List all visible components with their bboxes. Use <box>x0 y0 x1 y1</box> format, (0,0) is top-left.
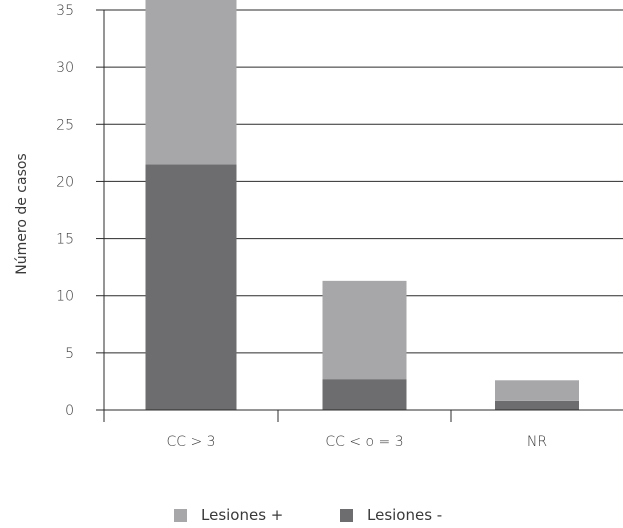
bar-segment-lesiones-positive <box>495 380 579 401</box>
y-tick-label: 15 <box>56 232 74 248</box>
x-tick-label: CC < o = 3 <box>325 434 403 450</box>
legend-swatch-lesiones-negative <box>340 508 353 522</box>
y-tick-label: 0 <box>65 403 74 419</box>
bar-segment-lesiones-negative <box>145 164 237 410</box>
legend-item-lesiones-negative: Lesiones - <box>340 506 442 524</box>
legend: Lesiones + Lesiones - <box>0 506 623 528</box>
y-tick-label: 10 <box>56 289 74 305</box>
bar-segment-lesiones-positive <box>322 280 407 380</box>
legend-label-lesiones-positive: Lesiones + <box>201 506 284 524</box>
bar-segment-lesiones-negative <box>322 379 407 410</box>
y-axis-label: Número de casos <box>14 153 30 274</box>
bars <box>145 0 579 410</box>
legend-item-lesiones-positive: Lesiones + <box>174 506 283 524</box>
x-tick-label: CC > 3 <box>166 434 215 450</box>
legend-swatch-lesiones-positive <box>174 508 187 522</box>
bar-segment-lesiones-negative <box>495 400 579 410</box>
x-tick-label: NR <box>527 434 547 450</box>
y-tick-labels: 0 5 10 15 20 25 30 35 <box>56 3 74 419</box>
y-tick-label: 20 <box>56 174 74 190</box>
legend-label-lesiones-negative: Lesiones - <box>367 506 443 524</box>
bar-segment-lesiones-positive <box>145 0 237 165</box>
y-tick-label: 25 <box>56 117 74 133</box>
y-tick-label: 5 <box>65 346 74 362</box>
axes <box>96 10 623 422</box>
x-tick-labels: CC > 3 CC < o = 3 NR <box>166 434 547 450</box>
y-tick-label: 35 <box>56 3 74 19</box>
y-tick-label: 30 <box>56 60 74 76</box>
